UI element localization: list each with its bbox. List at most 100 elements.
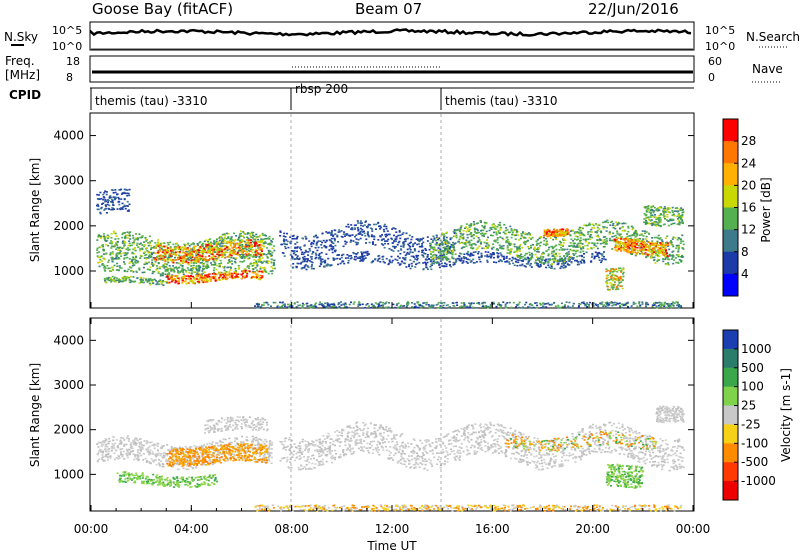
power-cell bbox=[170, 248, 172, 250]
power-cell bbox=[663, 253, 665, 255]
power-cell bbox=[559, 256, 561, 258]
power-cell bbox=[256, 265, 258, 267]
power-cell bbox=[216, 265, 218, 267]
power-cell bbox=[492, 235, 494, 237]
power-cell bbox=[310, 256, 312, 258]
power-cell bbox=[250, 233, 252, 235]
power-cell bbox=[545, 306, 547, 308]
power-cell bbox=[508, 241, 510, 243]
power-cell bbox=[479, 239, 481, 241]
power-cell bbox=[397, 250, 399, 252]
power-cell bbox=[480, 233, 482, 235]
power-cell bbox=[578, 305, 580, 307]
power-cell bbox=[263, 267, 265, 269]
power-cell bbox=[678, 220, 680, 222]
power-cell bbox=[144, 237, 146, 239]
power-cell bbox=[172, 265, 174, 267]
power-cell bbox=[476, 236, 478, 238]
power-cell bbox=[155, 261, 157, 263]
power-cell bbox=[169, 242, 171, 244]
power-cell bbox=[187, 258, 189, 260]
power-cell bbox=[508, 232, 510, 234]
power-cell bbox=[544, 233, 546, 235]
power-cell bbox=[230, 250, 232, 252]
power-cell bbox=[238, 267, 240, 269]
power-cell bbox=[99, 266, 101, 268]
power-cell bbox=[552, 235, 554, 237]
power-cell bbox=[338, 229, 340, 231]
power-cell bbox=[320, 240, 322, 242]
power-cell bbox=[580, 262, 582, 264]
power-cell bbox=[207, 259, 209, 261]
power-cell bbox=[613, 277, 615, 279]
power-cell bbox=[419, 241, 421, 243]
power-cell bbox=[554, 268, 556, 270]
power-cell bbox=[192, 276, 194, 278]
power-cell bbox=[357, 252, 359, 254]
power-cell bbox=[642, 230, 644, 232]
power-cell bbox=[593, 247, 595, 249]
power-cell bbox=[246, 273, 248, 275]
power-cell bbox=[615, 242, 617, 244]
power-cell bbox=[662, 250, 664, 252]
power-cell bbox=[600, 232, 602, 234]
power-cell bbox=[213, 241, 215, 243]
power-cell bbox=[675, 247, 677, 249]
power-cell bbox=[527, 234, 529, 236]
power-cell bbox=[105, 240, 107, 242]
power-cell bbox=[524, 233, 526, 235]
power-cell bbox=[417, 238, 419, 240]
power-cell bbox=[612, 225, 614, 227]
power-cell bbox=[620, 238, 622, 240]
power-cell bbox=[513, 234, 515, 236]
power-cell bbox=[252, 252, 254, 254]
power-cell bbox=[371, 230, 373, 232]
power-cell bbox=[182, 276, 184, 278]
power-cell bbox=[558, 244, 560, 246]
power-cell bbox=[633, 240, 635, 242]
power-cell bbox=[115, 248, 117, 250]
power-cell bbox=[433, 246, 435, 248]
power-cell bbox=[283, 240, 285, 242]
power-cell bbox=[143, 241, 145, 243]
power-cell bbox=[339, 258, 341, 260]
power-cell bbox=[605, 243, 607, 245]
power-cell bbox=[492, 243, 494, 245]
power-cell bbox=[124, 271, 126, 273]
power-cell bbox=[605, 221, 607, 223]
power-cell bbox=[635, 230, 637, 232]
power-cell bbox=[474, 262, 476, 264]
power-cell bbox=[581, 256, 583, 258]
power-cell bbox=[242, 273, 244, 275]
power-cell bbox=[447, 250, 449, 252]
power-cell bbox=[560, 231, 562, 233]
power-cell bbox=[151, 263, 153, 265]
power-cell bbox=[134, 239, 136, 241]
power-cell bbox=[330, 245, 332, 247]
power-cell bbox=[676, 245, 678, 247]
power-cell bbox=[151, 279, 153, 281]
power-cell bbox=[229, 240, 231, 242]
power-cell bbox=[505, 230, 507, 232]
power-cell bbox=[159, 250, 161, 252]
power-cell bbox=[668, 211, 670, 213]
power-cell bbox=[249, 271, 251, 273]
power-cell bbox=[112, 261, 114, 263]
power-cell bbox=[436, 235, 438, 237]
power-cell bbox=[332, 235, 334, 237]
power-cell bbox=[326, 264, 328, 266]
power-cell bbox=[647, 217, 649, 219]
power-cell bbox=[260, 306, 262, 308]
power-cell bbox=[360, 222, 362, 224]
power-cell bbox=[205, 256, 207, 258]
power-cell bbox=[304, 265, 306, 267]
power-cell bbox=[158, 281, 160, 283]
power-cell bbox=[447, 245, 449, 247]
power-cell bbox=[672, 263, 674, 265]
power-cell bbox=[450, 266, 452, 268]
power-cell bbox=[557, 236, 559, 238]
power-cell bbox=[545, 238, 547, 240]
power-cell bbox=[109, 197, 111, 199]
power-cell bbox=[459, 253, 461, 255]
power-cell bbox=[424, 253, 426, 255]
